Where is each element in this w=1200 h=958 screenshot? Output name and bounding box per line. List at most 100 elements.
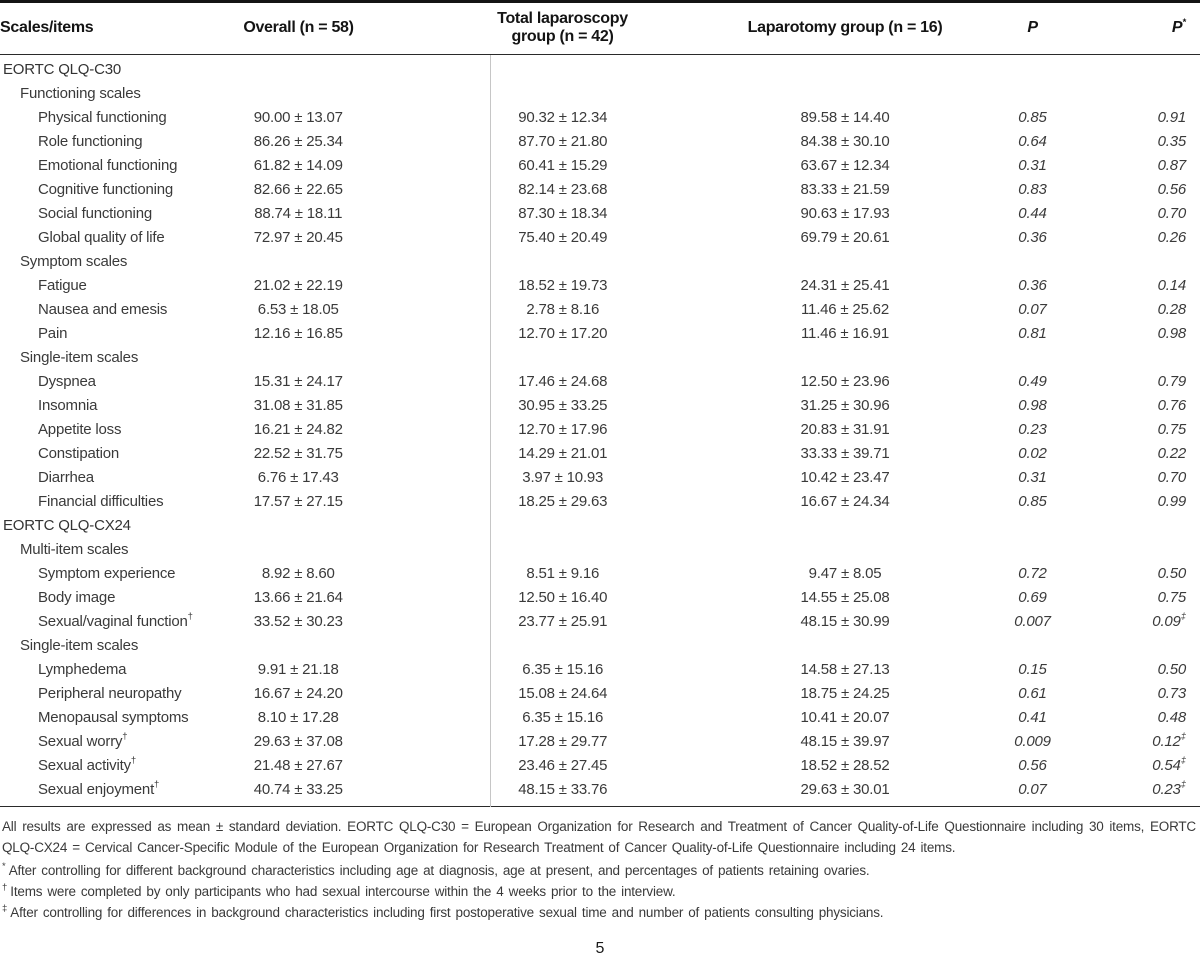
- cell-p: [965, 346, 1070, 370]
- cell-p: 0.83: [1018, 181, 1047, 198]
- cell-overall: 8.92 ± 8.60: [235, 562, 491, 586]
- cell-laparoscopy: 18.25 ± 29.63: [518, 493, 608, 510]
- footnote-marker: ‡: [2, 902, 8, 914]
- cell-p-adj: [1070, 514, 1200, 538]
- cell-overall: 8.10 ± 17.28: [235, 706, 491, 730]
- row-label: Sexual enjoyment†: [38, 779, 160, 798]
- cell-laparotomy: 89.58 ± 14.40: [800, 109, 890, 126]
- cell-overall: [235, 82, 491, 106]
- cell-overall: 40.74 ± 33.25: [235, 778, 491, 807]
- col-header-laparoscopy: Total laparoscopy group (n = 42): [490, 1, 725, 55]
- row-label: Sexual/vaginal function†: [38, 611, 193, 630]
- table-row: Cognitive functioning 82.66 ± 22.65 82.14 …: [0, 178, 1200, 202]
- row-label: Cognitive functioning: [38, 181, 174, 198]
- cell-p-adj: 0.09‡: [1152, 611, 1186, 630]
- cell-p-adj: 0.23‡: [1152, 779, 1186, 798]
- cell-p: 0.64: [1018, 133, 1047, 150]
- cell-laparotomy: 48.15 ± 39.97: [800, 733, 890, 750]
- cell-laparotomy: [725, 250, 965, 274]
- cell-overall: [235, 54, 491, 82]
- cell-overall: 90.00 ± 13.07: [235, 106, 491, 130]
- table-row: Constipation 22.52 ± 31.75 14.29 ± 21.01 33…: [0, 442, 1200, 466]
- row-label: Sexual worry†: [38, 731, 128, 750]
- cell-laparoscopy: 75.40 ± 20.49: [518, 229, 608, 246]
- cell-laparotomy: 9.47 ± 8.05: [808, 565, 882, 582]
- cell-p: 0.15: [1018, 661, 1047, 678]
- section-row: Single-item scales: [0, 346, 1200, 370]
- row-label: Global quality of life: [38, 229, 165, 246]
- cell-laparoscopy: 87.30 ± 18.34: [518, 205, 608, 222]
- cell-overall: 33.52 ± 30.23: [235, 610, 491, 634]
- cell-p: 0.72: [1018, 565, 1047, 582]
- footnote-item: * After controlling for different backgro…: [2, 860, 870, 878]
- cell-p-adj: 0.56: [1157, 181, 1187, 198]
- cell-laparotomy: 16.67 ± 24.34: [800, 493, 890, 510]
- cell-laparoscopy: 17.28 ± 29.77: [518, 733, 608, 750]
- table-row: Sexual activity† 21.48 ± 27.67 23.46 ± 27.…: [0, 754, 1200, 778]
- page-number: 5: [595, 940, 605, 957]
- row-label: Pain: [38, 325, 68, 342]
- cell-p-adj: 0.22: [1157, 445, 1187, 462]
- cell-laparoscopy: 2.78 ± 8.16: [526, 301, 600, 318]
- row-label: Diarrhea: [38, 469, 94, 486]
- cell-p-adj: 0.87: [1157, 157, 1187, 174]
- cell-p: 0.85: [1018, 493, 1047, 510]
- cell-p: [965, 55, 1070, 83]
- cell-p-adj: [1070, 634, 1200, 658]
- cell-p-adj: [1070, 82, 1200, 106]
- cell-p-adj: [1070, 538, 1200, 562]
- table-row: Peripheral neuropathy 16.67 ± 24.20 15.08 …: [0, 682, 1200, 706]
- cell-p: 0.69: [1018, 589, 1047, 606]
- cell-laparotomy: [725, 55, 965, 83]
- cell-p-adj: 0.99: [1157, 493, 1187, 510]
- cell-overall: [235, 634, 491, 658]
- table-row: Physical functioning 90.00 ± 13.07 90.32 ±…: [0, 106, 1200, 130]
- cell-laparoscopy: 30.95 ± 33.25: [518, 397, 608, 414]
- cell-p-adj: 0.26: [1157, 229, 1187, 246]
- col-header-scales-items: Scales/items: [0, 1, 235, 55]
- cell-overall: 17.57 ± 27.15: [235, 490, 491, 514]
- cell-laparoscopy: [490, 634, 725, 658]
- table-row: Appetite loss 16.21 ± 24.82 12.70 ± 17.96 2…: [0, 418, 1200, 442]
- cell-overall: 6.76 ± 17.43: [235, 466, 491, 490]
- row-label: Nausea and emesis: [38, 301, 168, 318]
- table-row: Emotional functioning 61.82 ± 14.09 60.41 …: [0, 154, 1200, 178]
- cell-p: 0.009: [1014, 733, 1051, 750]
- table-row: Role functioning 86.26 ± 25.34 87.70 ± 21.…: [0, 130, 1200, 154]
- cell-p-adj: 0.48: [1157, 709, 1187, 726]
- footnote-item: † Items were completed by only participan…: [2, 881, 676, 899]
- cell-laparoscopy: [490, 514, 725, 538]
- row-label: Symptom scales: [20, 253, 128, 270]
- cell-p-adj: 0.98: [1157, 325, 1187, 342]
- section-row: Multi-item scales: [0, 538, 1200, 562]
- table-row: Sexual worry† 29.63 ± 37.08 17.28 ± 29.77 4…: [0, 730, 1200, 754]
- col-header-overall: Overall (n = 58): [235, 1, 490, 55]
- cell-p: 0.36: [1018, 277, 1047, 294]
- dagger-sup: †: [130, 755, 137, 766]
- cell-laparotomy: 14.58 ± 27.13: [800, 661, 890, 678]
- cell-laparoscopy: 82.14 ± 23.68: [518, 181, 608, 198]
- cell-laparoscopy: 87.70 ± 21.80: [518, 133, 608, 150]
- col-header-laparotomy: Laparotomy group (n = 16): [725, 1, 965, 55]
- row-label: Insomnia: [38, 397, 98, 414]
- cell-laparoscopy: [490, 55, 725, 83]
- table-body: EORTC QLQ-C30 Functioning scales Physical …: [0, 54, 1200, 807]
- dagger-sup: †: [187, 611, 193, 622]
- cell-p-adj: 0.12‡: [1152, 731, 1186, 750]
- cell-overall: 82.66 ± 22.65: [235, 178, 491, 202]
- double-dagger-sup: ‡: [1180, 611, 1186, 622]
- table-row: Pain 12.16 ± 16.85 12.70 ± 17.20 11.46 ± 16…: [0, 322, 1200, 346]
- row-label: Single-item scales: [20, 637, 139, 654]
- cell-laparotomy: 10.42 ± 23.47: [800, 469, 890, 486]
- cell-laparotomy: 69.79 ± 20.61: [800, 229, 890, 246]
- table-row: Fatigue 21.02 ± 22.19 18.52 ± 19.73 24.31 ±…: [0, 274, 1200, 298]
- double-dagger-sup: ‡: [1180, 779, 1186, 790]
- table-row: Sexual enjoyment† 40.74 ± 33.25 48.15 ± 33…: [0, 778, 1200, 807]
- cell-laparoscopy: 12.50 ± 16.40: [518, 589, 608, 606]
- row-label: Social functioning: [38, 205, 152, 222]
- double-dagger-sup: ‡: [1180, 755, 1186, 766]
- dagger-sup: †: [122, 731, 128, 742]
- row-label: Physical functioning: [38, 109, 167, 126]
- cell-p: 0.07: [1018, 781, 1047, 798]
- cell-p-adj: [1070, 250, 1200, 274]
